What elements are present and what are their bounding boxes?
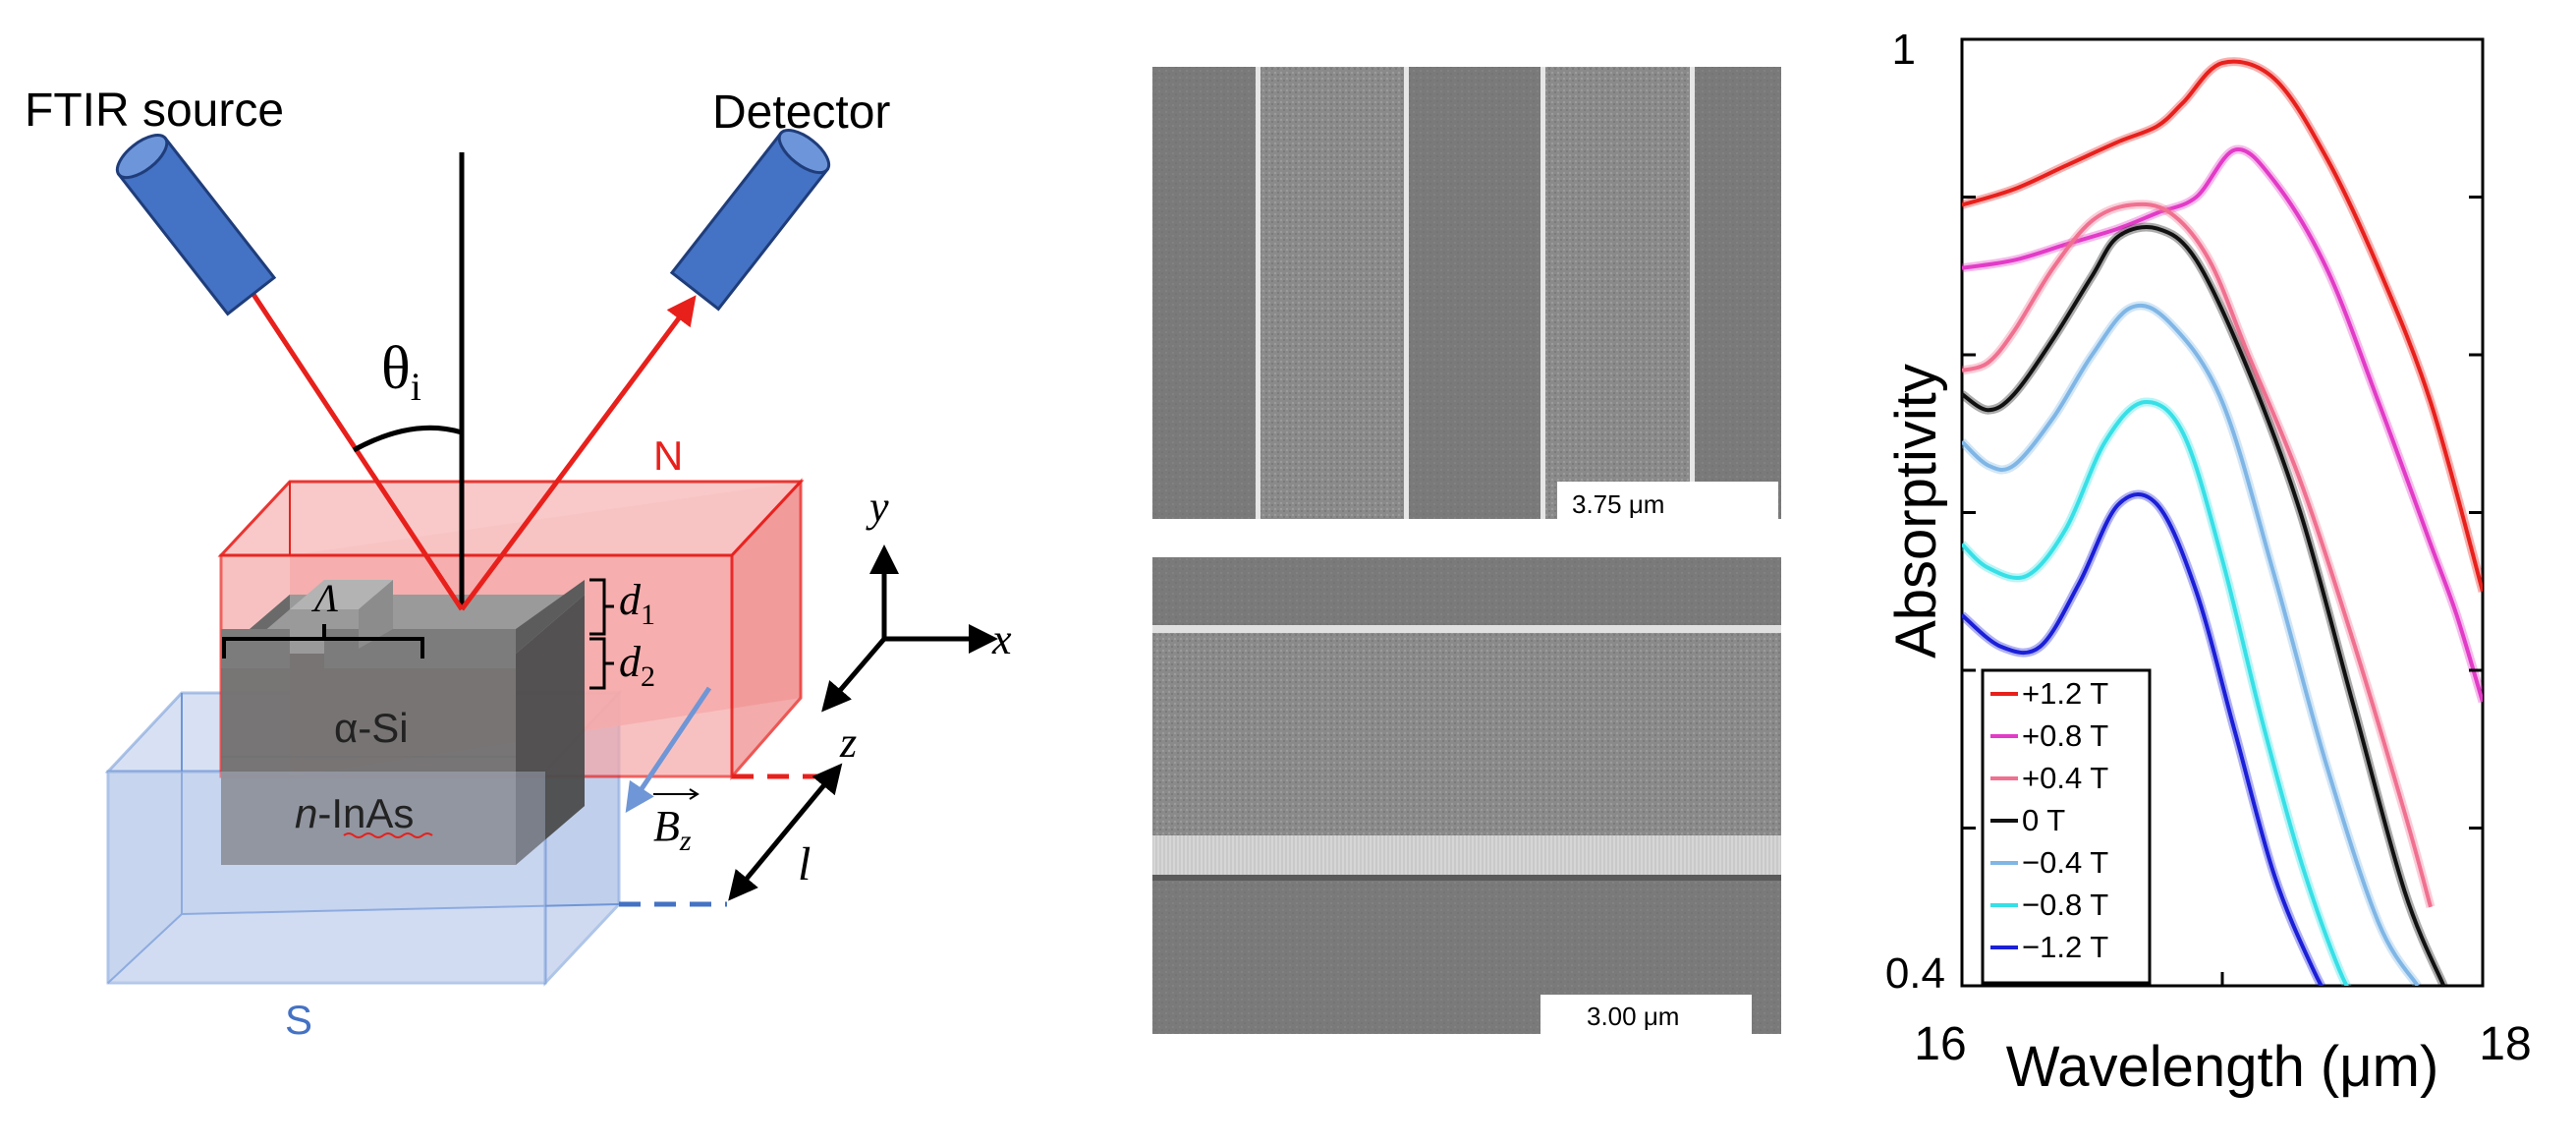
source-label: FTIR source xyxy=(25,85,284,137)
alpha-si-layer-label: α-Si xyxy=(334,705,409,751)
x-tick-max: 18 xyxy=(2479,1018,2531,1070)
ftir-source-icon xyxy=(115,134,277,316)
sem-top-view: 3.75 μm xyxy=(1152,67,1781,519)
y-axis-title: Absorptivity xyxy=(1884,364,1948,659)
legend-label: +1.2 T xyxy=(2022,676,2108,711)
bottom-scale-label: 3.00 μm xyxy=(1587,1002,1679,1031)
legend-label: −0.8 T xyxy=(2022,888,2108,922)
angle-label: θi xyxy=(381,335,421,409)
series-line xyxy=(1962,400,2349,986)
chart-legend: +1.2 T +0.8 T +0.4 T 0 T −0.4 T −0.8 T −1.2 T xyxy=(1981,668,2152,985)
y-tick-max: 1 xyxy=(1892,26,1916,74)
detector-label: Detector xyxy=(712,86,890,139)
series-line xyxy=(1962,147,2483,703)
south-label: S xyxy=(285,997,312,1043)
reflected-beam xyxy=(459,295,697,611)
legend-label: 0 T xyxy=(2022,803,2065,837)
field-arrow xyxy=(625,686,712,813)
x-axis-title: Wavelength (μm) xyxy=(2006,1035,2439,1099)
chart-svg: 1 0.4 16 18 Wavelength (μm) Absorptivity… xyxy=(1884,26,2532,1099)
legend-label: +0.4 T xyxy=(2022,761,2108,795)
schematic-drawing: FTIR source Detector θi N S Λ d1 d2 α-Si… xyxy=(25,85,1012,1043)
period-label: Λ xyxy=(310,576,338,620)
sem-drawing: 3.75 μm 3.00 μm xyxy=(1152,67,1781,1034)
tick-layer xyxy=(1962,196,2483,986)
north-label: N xyxy=(653,432,683,479)
sem-tilted-view: 3.00 μm xyxy=(1152,557,1781,1034)
x-axis-label: x xyxy=(991,615,1012,663)
legend-label: +0.8 T xyxy=(2022,718,2108,753)
inas-layer-label: n-InAs xyxy=(295,790,414,836)
top-scale-label: 3.75 μm xyxy=(1572,489,1664,519)
series-line xyxy=(1962,303,2420,986)
z-axis-label: z xyxy=(839,718,857,767)
series-line xyxy=(1962,59,2483,593)
detector-icon xyxy=(669,129,831,312)
field-label: Bz xyxy=(653,802,692,857)
gap-length-arrow xyxy=(728,763,843,901)
bottom-scale-bar xyxy=(1540,995,1752,1034)
angle-arc xyxy=(352,425,463,453)
sample-stack xyxy=(221,580,585,865)
series-line xyxy=(1962,225,2446,986)
legend-label: −0.4 T xyxy=(2022,845,2108,880)
period-bracket xyxy=(222,624,424,659)
y-tick-min: 0.4 xyxy=(1885,949,1945,998)
legend-box xyxy=(1981,668,2152,985)
legend-label: −1.2 T xyxy=(2022,930,2108,964)
series-layer xyxy=(1962,57,2483,986)
coordinate-axes: y x z xyxy=(821,483,1012,767)
x-tick-min: 16 xyxy=(1914,1018,1966,1070)
top-scale-bar xyxy=(1557,482,1778,519)
spellcheck-underline xyxy=(343,832,433,838)
series-line xyxy=(1962,491,2324,986)
sem-images: 3.75 μm 3.00 μm xyxy=(1149,0,1818,1141)
d2-label: d2 xyxy=(619,638,655,693)
experiment-schematic: FTIR source Detector θi N S Λ d1 d2 α-Si… xyxy=(0,0,1100,1141)
gap-length-label: l xyxy=(798,838,811,890)
y-axis-label: y xyxy=(866,483,889,531)
absorptivity-chart: 1 0.4 16 18 Wavelength (μm) Absorptivity… xyxy=(1837,0,2576,1141)
d1-label: d1 xyxy=(619,576,655,631)
series-line xyxy=(1962,201,2433,908)
